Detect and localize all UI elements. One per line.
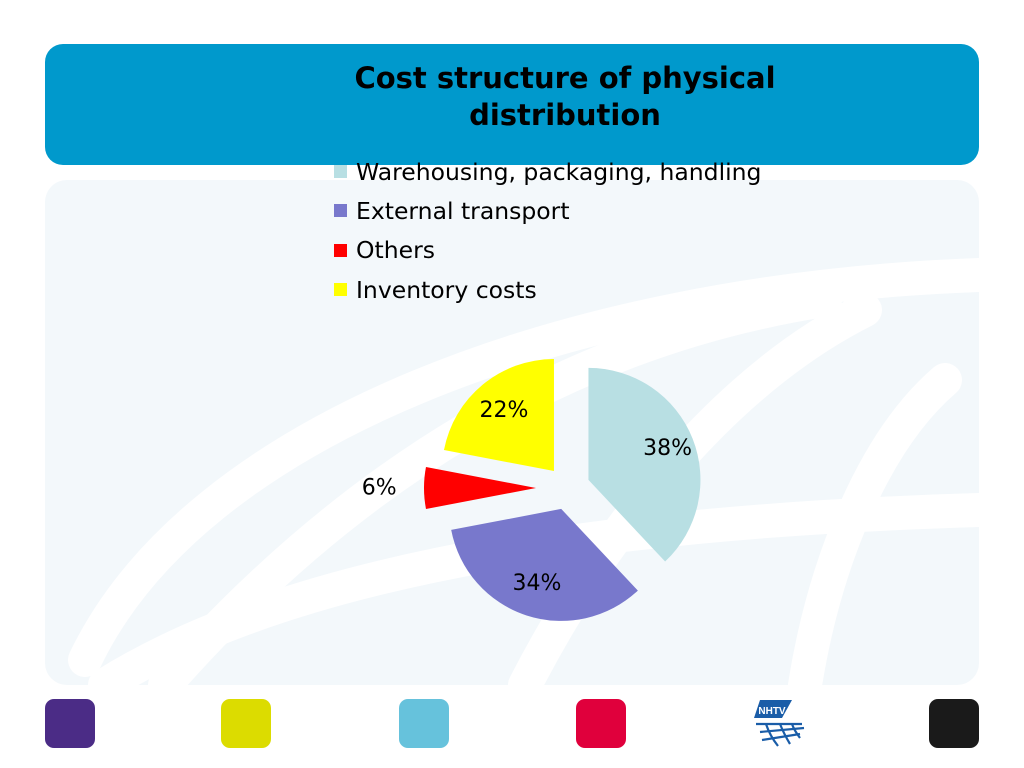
data-label: 38% bbox=[643, 436, 692, 461]
footer-square-light-blue bbox=[399, 699, 449, 748]
data-label: 34% bbox=[513, 571, 562, 596]
pie-slice-inventory-costs bbox=[443, 359, 554, 472]
legend-label: Inventory costs bbox=[356, 275, 537, 304]
legend-label: Warehousing, packaging, handling bbox=[356, 157, 762, 186]
footer-square-purple bbox=[45, 699, 95, 748]
footer-square-yellow bbox=[221, 699, 271, 748]
legend-swatch bbox=[334, 283, 347, 297]
pie-slice-warehousing-packaging-handling bbox=[588, 367, 701, 562]
data-label: 22% bbox=[480, 398, 529, 423]
chart-title: Cost structure of physical distribution bbox=[354, 61, 776, 132]
footer-square-red bbox=[576, 699, 626, 748]
pie-slice-external-transport bbox=[451, 508, 638, 621]
legend-label: Others bbox=[356, 236, 435, 265]
chart-legend: Warehousing, packaging, handling Externa… bbox=[334, 152, 761, 309]
header-band bbox=[45, 44, 979, 165]
legend-item-warehousing: Warehousing, packaging, handling bbox=[334, 152, 761, 191]
legend-item-others: Others bbox=[334, 231, 761, 270]
legend-swatch bbox=[334, 204, 347, 218]
legend-item-inventory-costs: Inventory costs bbox=[334, 270, 761, 309]
legend-label: External transport bbox=[356, 196, 570, 225]
data-label: 6% bbox=[362, 476, 397, 501]
legend-item-external-transport: External transport bbox=[334, 191, 761, 230]
legend-swatch bbox=[334, 165, 347, 179]
legend-swatch bbox=[334, 243, 347, 257]
nhtv-logo: NHTV bbox=[754, 700, 805, 747]
logo-text: NHTV bbox=[758, 706, 786, 717]
pie-slice-others bbox=[424, 467, 536, 509]
footer-square-black bbox=[929, 699, 979, 748]
